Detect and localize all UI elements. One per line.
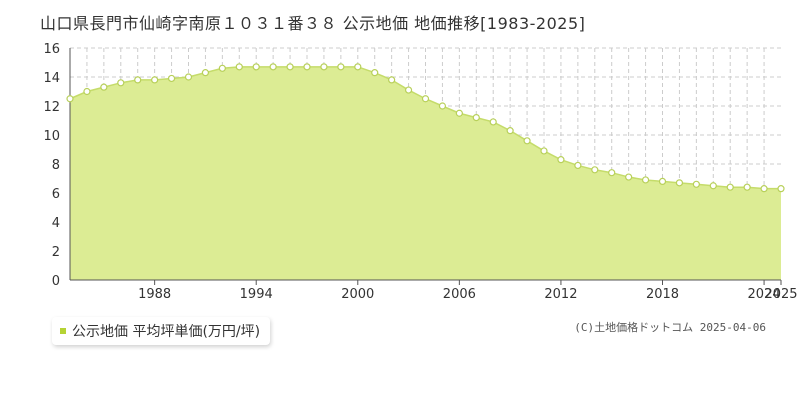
x-tick-label: 2024 bbox=[748, 287, 781, 302]
chart-title: 山口県長門市仙崎字南原１０３１番３８ 公示地価 地価推移[1983-2025] bbox=[40, 14, 586, 33]
data-point bbox=[388, 76, 396, 84]
data-point bbox=[83, 87, 91, 96]
x-tick-label: 2012 bbox=[544, 287, 577, 302]
data-point bbox=[574, 161, 582, 170]
y-tick-label: 10 bbox=[43, 129, 60, 144]
y-tick-label: 8 bbox=[52, 158, 60, 173]
data-point bbox=[760, 185, 768, 193]
y-tick-label: 14 bbox=[43, 71, 60, 86]
data-point bbox=[726, 183, 734, 191]
y-tick-label: 6 bbox=[52, 187, 60, 202]
data-point bbox=[404, 86, 413, 94]
y-tick-label: 4 bbox=[52, 216, 60, 231]
y-tick-label: 16 bbox=[43, 42, 60, 57]
credit-text: (C)土地価格ドットコム 2025-04-06 bbox=[574, 321, 766, 334]
data-point bbox=[523, 137, 531, 145]
data-point bbox=[201, 69, 210, 77]
data-point bbox=[269, 63, 277, 71]
y-tick-label: 0 bbox=[52, 274, 60, 289]
data-point bbox=[235, 63, 243, 71]
data-point bbox=[151, 76, 159, 84]
data-point bbox=[100, 83, 108, 91]
x-tick-label: 2006 bbox=[443, 287, 476, 302]
data-point bbox=[472, 113, 480, 122]
data-point bbox=[692, 180, 700, 188]
data-point bbox=[675, 179, 684, 187]
data-point bbox=[66, 95, 74, 103]
legend-swatch bbox=[60, 328, 66, 334]
data-point bbox=[591, 166, 599, 174]
data-point bbox=[608, 169, 616, 177]
data-point bbox=[641, 176, 650, 184]
data-point bbox=[709, 182, 717, 190]
data-point bbox=[117, 79, 125, 87]
data-point bbox=[506, 127, 514, 135]
data-point bbox=[337, 63, 345, 71]
x-tick-label: 1994 bbox=[240, 287, 273, 302]
y-tick-label: 2 bbox=[52, 245, 60, 260]
data-point bbox=[777, 185, 785, 193]
data-point bbox=[371, 69, 379, 77]
data-point bbox=[489, 118, 497, 126]
data-point bbox=[320, 63, 328, 71]
data-point bbox=[421, 95, 430, 103]
data-point bbox=[218, 64, 226, 72]
data-point bbox=[625, 173, 633, 181]
data-point bbox=[354, 63, 362, 71]
y-tick-label: 12 bbox=[43, 100, 60, 115]
data-point bbox=[557, 156, 565, 164]
x-tick-label: 2025 bbox=[764, 287, 797, 302]
data-point bbox=[134, 76, 142, 84]
data-point bbox=[303, 63, 311, 71]
legend-label: 公示地価 平均坪単価(万円/坪) bbox=[72, 324, 261, 340]
data-point bbox=[167, 74, 176, 83]
data-point bbox=[540, 147, 548, 155]
data-point bbox=[252, 63, 260, 71]
x-tick-label: 2018 bbox=[646, 287, 679, 302]
x-tick-label: 2000 bbox=[341, 287, 374, 302]
data-point bbox=[658, 177, 667, 185]
legend: 公示地価 平均坪単価(万円/坪) bbox=[52, 317, 271, 345]
data-point bbox=[184, 73, 193, 81]
data-point bbox=[438, 102, 447, 110]
data-point bbox=[286, 63, 294, 71]
data-point bbox=[743, 183, 751, 191]
series-area bbox=[70, 66, 781, 280]
x-tick-label: 1988 bbox=[138, 287, 171, 302]
data-point bbox=[455, 109, 463, 117]
